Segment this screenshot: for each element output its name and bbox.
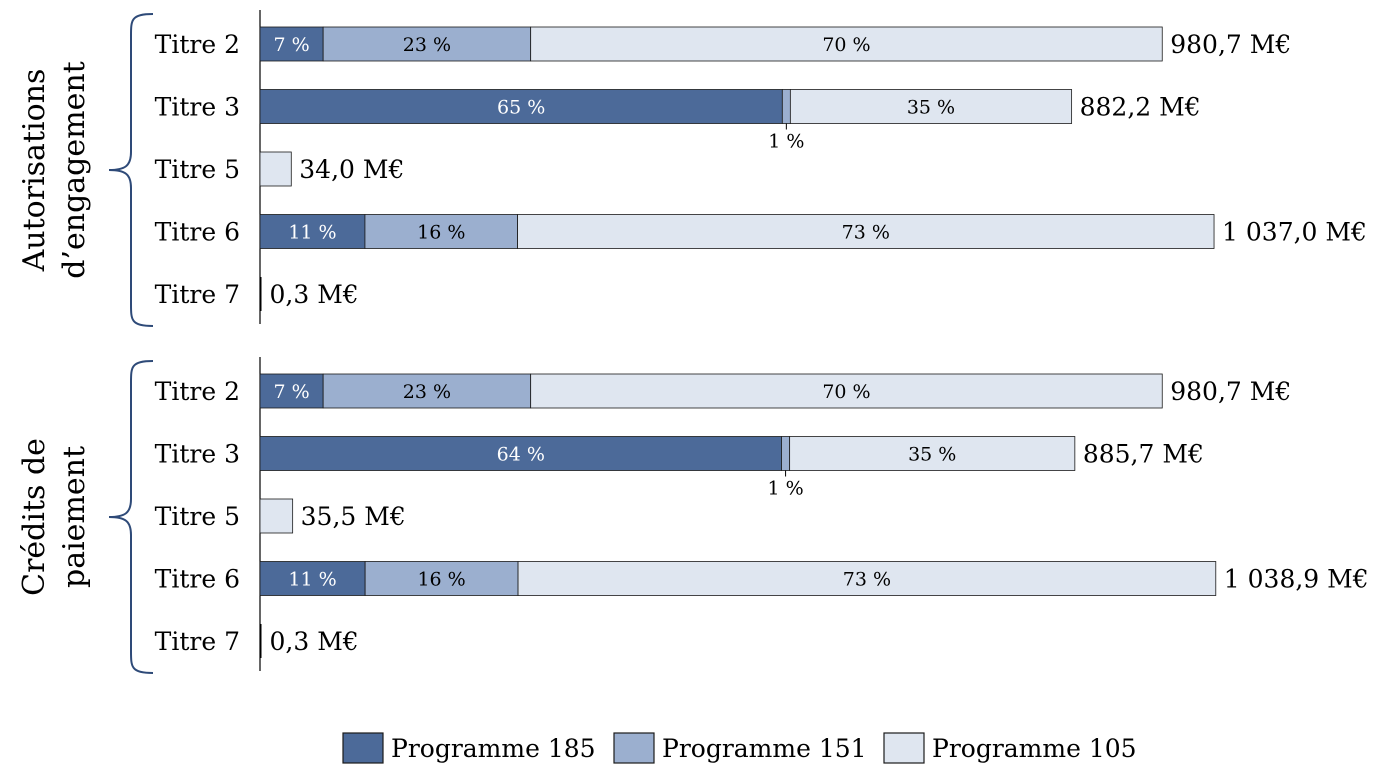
group-brace — [108, 360, 154, 674]
bar-segment-programme-105 — [260, 624, 262, 658]
bar-segment-programme-185 — [259, 214, 366, 249]
group-brace — [108, 13, 154, 327]
bar-segment-programme-151 — [322, 373, 532, 409]
bar-segment-programme-105 — [517, 561, 1217, 596]
total-label: 34,0 M€ — [299, 155, 404, 184]
category-label: Titre 2 — [155, 377, 240, 406]
segment-label: 23 % — [403, 381, 451, 403]
category-label: Titre 7 — [155, 627, 240, 656]
category-label: Titre 6 — [155, 218, 240, 247]
total-label: 1 038,9 M€ — [1224, 565, 1369, 594]
segment-label: 73 % — [843, 569, 891, 591]
bar-segment-programme-151 — [781, 89, 791, 124]
legend-label: Programme 105 — [932, 734, 1137, 763]
total-label: 980,7 M€ — [1170, 377, 1291, 406]
segment-label: 65 % — [497, 97, 545, 119]
legend-swatch — [883, 732, 925, 764]
category-label: Titre 3 — [155, 440, 240, 469]
bar-segment-programme-185 — [259, 436, 782, 471]
segment-label: 11 % — [288, 222, 336, 244]
bar-segment-programme-151 — [781, 436, 791, 471]
segment-label: 7 % — [273, 34, 309, 56]
segment-label: 70 % — [822, 381, 870, 403]
category-label: Titre 7 — [155, 280, 240, 309]
group-title-line: Crédits de — [17, 438, 52, 596]
bar-segment-programme-105 — [789, 436, 1076, 471]
group-title-line: Autorisations — [17, 69, 52, 273]
bar-segment-programme-105 — [530, 26, 1163, 62]
segment-label: 1 % — [767, 478, 803, 500]
bar-segment-programme-105 — [517, 214, 1215, 249]
total-label: 882,2 M€ — [1080, 93, 1201, 122]
group-title: Autorisations d’engagement — [17, 61, 92, 278]
bar-segment-programme-185 — [259, 373, 324, 409]
category-label: Titre 3 — [155, 93, 240, 122]
category-label: Titre 5 — [155, 502, 240, 531]
bar-segment-programme-185 — [259, 561, 366, 596]
segment-label: 64 % — [497, 444, 545, 466]
bar-segment-programme-105 — [259, 151, 292, 187]
segment-label: 1 % — [768, 131, 804, 153]
legend-swatch — [342, 732, 384, 764]
bar-segment-programme-105 — [260, 277, 262, 311]
legend-swatch — [613, 732, 655, 764]
segment-label: 73 % — [842, 222, 890, 244]
segment-label: 7 % — [273, 381, 309, 403]
total-label: 885,7 M€ — [1083, 440, 1204, 469]
segment-label: 35 % — [907, 97, 955, 119]
total-label: 0,3 M€ — [270, 627, 359, 656]
legend-label: Programme 151 — [662, 734, 867, 763]
total-label: 1 037,0 M€ — [1222, 218, 1367, 247]
group-title-line: paiement — [57, 446, 92, 588]
segment-label: 23 % — [403, 34, 451, 56]
category-label: Titre 6 — [155, 565, 240, 594]
total-label: 980,7 M€ — [1170, 30, 1291, 59]
group-title-line: d’engagement — [57, 61, 92, 278]
category-label: Titre 2 — [155, 30, 240, 59]
segment-label: 16 % — [417, 569, 465, 591]
segment-label: 70 % — [822, 34, 870, 56]
bar-segment-programme-105 — [789, 89, 1073, 124]
category-label: Titre 5 — [155, 155, 240, 184]
total-label: 35,5 M€ — [301, 502, 406, 531]
bar-segment-programme-151 — [322, 26, 532, 62]
segment-label: 16 % — [417, 222, 465, 244]
total-label: 0,3 M€ — [270, 280, 359, 309]
bar-segment-programme-105 — [530, 373, 1163, 409]
group-title: Crédits de paiement — [17, 438, 92, 596]
bar-segment-programme-151 — [364, 214, 518, 249]
bar-segment-programme-105 — [259, 498, 294, 534]
segment-label: 11 % — [288, 569, 336, 591]
legend-label: Programme 185 — [391, 734, 596, 763]
segment-label: 35 % — [908, 444, 956, 466]
